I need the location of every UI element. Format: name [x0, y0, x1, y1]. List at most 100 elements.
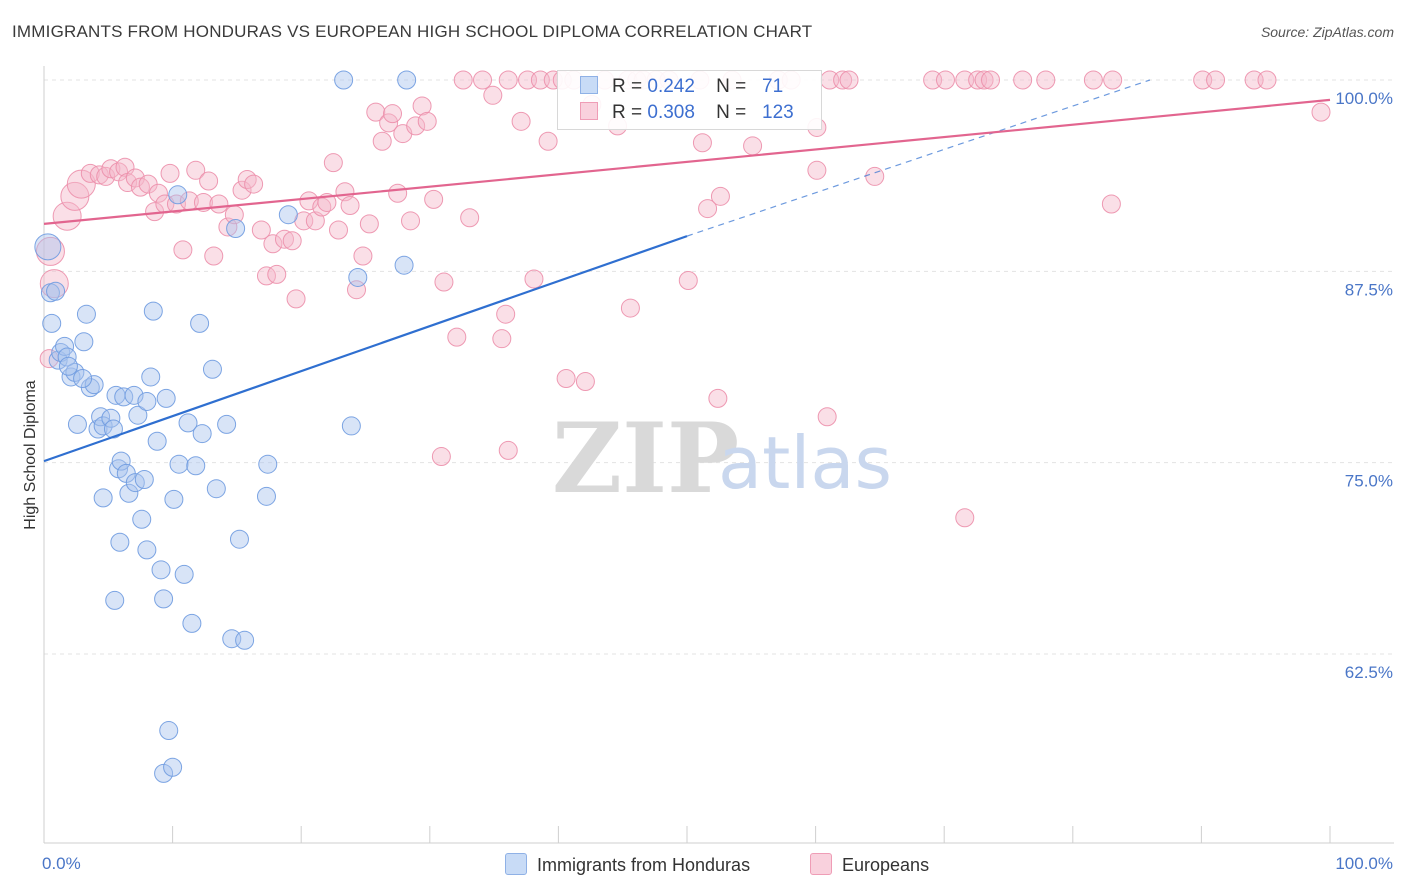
stats-legend: R = 0.242 N = 71 R = 0.308 N = 123	[557, 70, 822, 130]
point-europeans	[1103, 70, 1123, 90]
point-europeans	[1101, 194, 1121, 214]
point-europeans	[678, 271, 698, 291]
point-europeans	[1206, 70, 1226, 90]
point-europeans	[743, 136, 763, 156]
point-europeans	[282, 231, 302, 251]
point-europeans	[267, 264, 287, 284]
point-europeans	[492, 329, 512, 349]
point-europeans	[130, 177, 150, 197]
point-europeans	[980, 70, 1000, 90]
point-europeans	[232, 180, 252, 200]
y-tick-label: 75.0%	[1345, 472, 1393, 491]
point-europeans	[173, 240, 193, 260]
point-europeans	[1013, 70, 1033, 90]
point-europeans	[496, 304, 516, 324]
point-honduras	[132, 509, 152, 529]
point-europeans	[209, 194, 229, 214]
point-europeans	[101, 159, 121, 179]
point-honduras	[190, 313, 210, 333]
point-europeans	[366, 102, 386, 122]
point-europeans	[1311, 102, 1331, 122]
point-europeans	[412, 96, 432, 116]
point-europeans	[383, 104, 403, 124]
point-honduras	[128, 405, 148, 425]
point-honduras	[182, 613, 202, 633]
point-europeans	[244, 174, 264, 194]
point-europeans	[372, 131, 392, 151]
point-europeans	[379, 113, 399, 133]
point-europeans	[204, 246, 224, 266]
legend-r-label: R =	[612, 102, 643, 123]
point-europeans	[160, 163, 180, 183]
point-europeans	[447, 327, 467, 347]
bottom-legend-label-europeans: Europeans	[842, 855, 930, 875]
point-europeans	[473, 70, 493, 90]
point-europeans	[1083, 70, 1103, 90]
point-europeans	[66, 169, 96, 199]
point-europeans	[199, 171, 219, 191]
point-europeans	[193, 192, 213, 212]
point-honduras	[119, 483, 139, 503]
watermark: ZIP atlas	[552, 402, 892, 515]
point-europeans	[186, 160, 206, 180]
point-honduras	[114, 387, 134, 407]
watermark-zip: ZIP	[552, 402, 739, 515]
point-honduras	[341, 416, 361, 436]
trend-line-honduras-extension	[686, 79, 1151, 237]
bottom-legend-label-honduras: Immigrants from Honduras	[537, 855, 751, 875]
point-europeans	[708, 388, 728, 408]
point-europeans	[817, 407, 837, 427]
legend-r-value: 0.242	[647, 76, 695, 97]
point-honduras	[229, 529, 249, 549]
point-honduras	[93, 416, 113, 436]
legend-n-label: N =	[716, 76, 747, 97]
point-honduras	[159, 721, 179, 741]
point-honduras	[154, 589, 174, 609]
axes	[43, 66, 1394, 844]
point-honduras	[110, 532, 130, 552]
point-honduras	[88, 419, 108, 439]
point-europeans	[346, 280, 366, 300]
point-honduras	[73, 368, 93, 388]
x-tick-label-max: 100.0%	[1335, 854, 1393, 873]
point-europeans	[328, 220, 348, 240]
point-europeans	[39, 269, 69, 299]
point-europeans	[417, 111, 437, 131]
legend-r-label: R =	[612, 76, 643, 97]
point-europeans	[251, 220, 271, 240]
bottom-legend-honduras: Immigrants from Honduras	[505, 853, 750, 876]
point-honduras	[226, 218, 246, 238]
point-europeans	[498, 70, 518, 90]
tick-labels: 100.0% 87.5% 75.0% 62.5% 0.0% 100.0%	[42, 89, 1393, 873]
point-europeans	[833, 70, 853, 90]
point-europeans	[424, 189, 444, 209]
point-honduras	[163, 757, 183, 777]
point-honduras	[111, 451, 131, 471]
legend-swatch-honduras	[580, 76, 598, 94]
point-europeans	[1036, 70, 1056, 90]
point-honduras	[67, 414, 87, 434]
point-honduras	[178, 413, 198, 433]
point-honduras	[137, 391, 157, 411]
point-honduras	[134, 470, 154, 490]
point-europeans	[274, 229, 294, 249]
trend-lines	[43, 79, 1331, 463]
point-europeans	[511, 111, 531, 131]
point-europeans	[453, 70, 473, 90]
y-tick-label: 62.5%	[1345, 663, 1393, 682]
point-europeans	[340, 196, 360, 216]
point-honduras	[84, 375, 104, 395]
legend-n-value: 123	[762, 102, 794, 123]
point-europeans	[431, 447, 451, 467]
point-honduras	[217, 414, 237, 434]
point-honduras	[74, 332, 94, 352]
point-europeans	[148, 183, 168, 203]
bottom-legend-swatch-europeans	[810, 853, 832, 875]
y-axis-label: High School Diploma	[22, 380, 39, 530]
point-honduras	[206, 479, 226, 499]
point-honduras	[164, 489, 184, 509]
point-honduras	[168, 185, 188, 205]
point-europeans	[434, 272, 454, 292]
point-europeans	[89, 165, 109, 185]
gridlines	[44, 79, 1394, 655]
